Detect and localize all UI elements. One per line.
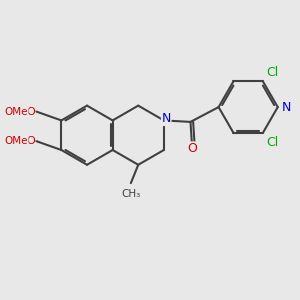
Text: Cl: Cl: [266, 65, 278, 79]
Text: N: N: [161, 112, 171, 125]
Text: N: N: [281, 100, 291, 114]
Text: Cl: Cl: [266, 136, 278, 149]
Text: CH₃: CH₃: [121, 189, 140, 199]
Text: OMe: OMe: [4, 106, 28, 116]
Text: O: O: [26, 106, 35, 116]
Text: O: O: [26, 136, 35, 146]
Text: O: O: [187, 142, 197, 155]
Text: OMe: OMe: [4, 136, 28, 146]
